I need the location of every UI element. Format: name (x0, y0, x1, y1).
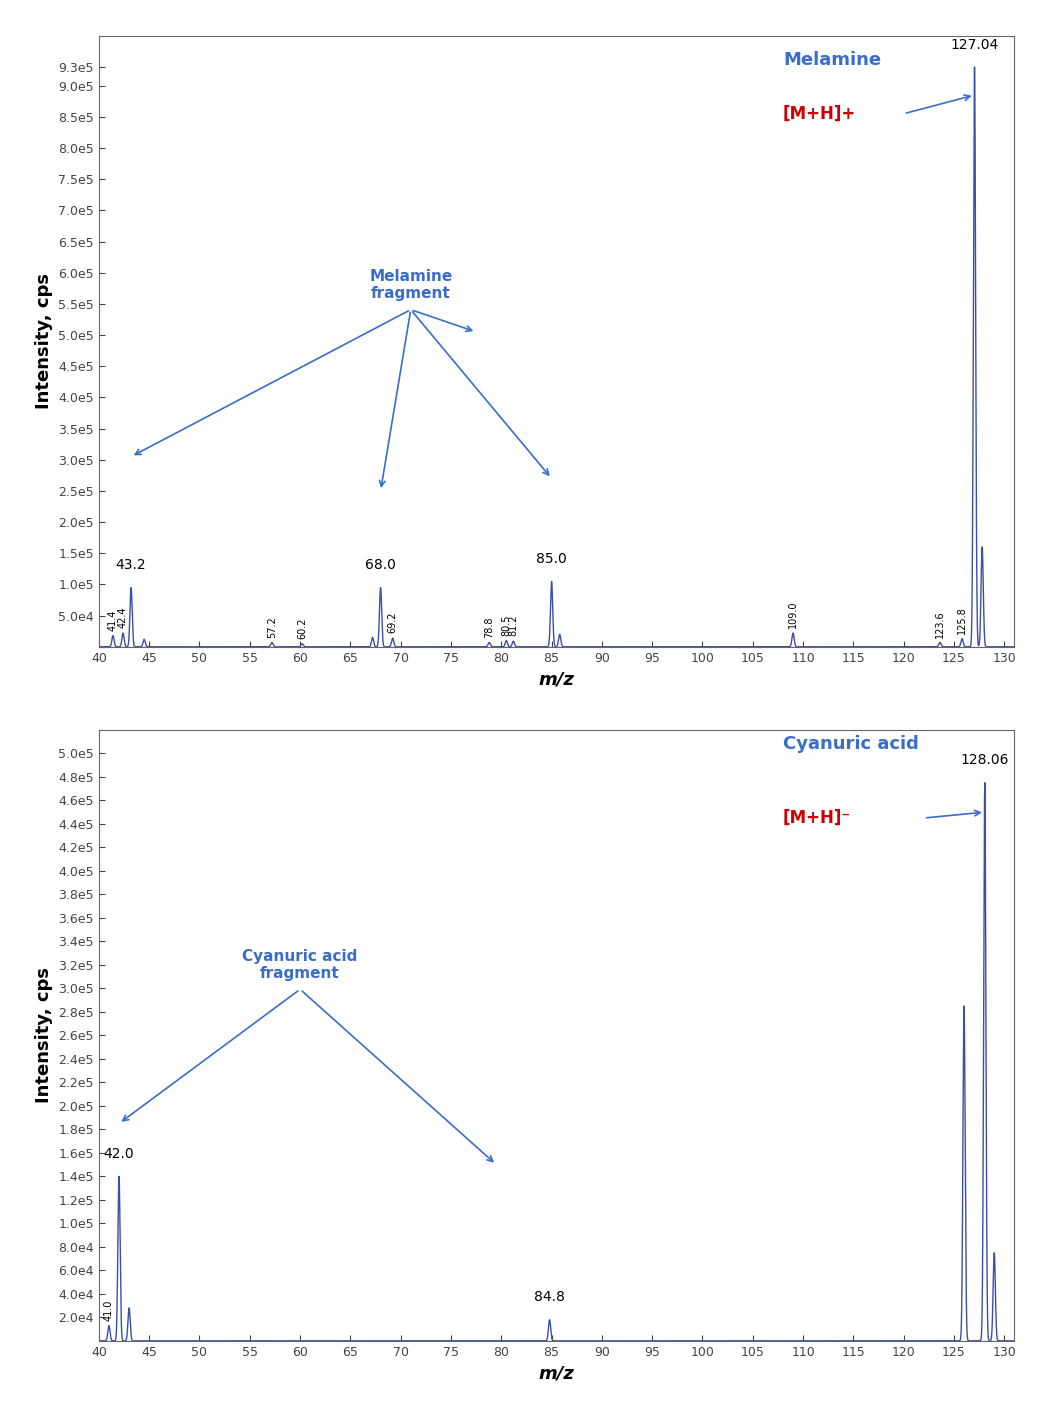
Text: 123.6: 123.6 (935, 609, 945, 638)
Text: 78.8: 78.8 (484, 616, 494, 638)
Text: 125.8: 125.8 (957, 606, 967, 633)
X-axis label: m/z: m/z (539, 1365, 574, 1382)
Text: 128.06: 128.06 (960, 754, 1009, 768)
Text: [M+H]+: [M+H]+ (783, 105, 856, 123)
Text: 80.5: 80.5 (502, 614, 511, 636)
Text: 69.2: 69.2 (387, 612, 398, 633)
Text: 85.0: 85.0 (537, 553, 567, 565)
Text: 42.4: 42.4 (118, 606, 128, 628)
Text: 41.4: 41.4 (108, 609, 118, 631)
Text: Cyanuric acid: Cyanuric acid (783, 735, 918, 752)
Text: 43.2: 43.2 (116, 558, 146, 572)
Text: 42.0: 42.0 (104, 1148, 135, 1161)
Text: 127.04: 127.04 (950, 38, 998, 51)
Text: 41.0: 41.0 (104, 1299, 114, 1321)
Text: [M+H]⁻: [M+H]⁻ (783, 809, 851, 828)
Text: Melamine
fragment: Melamine fragment (369, 269, 452, 302)
Text: Cyanuric acid
fragment: Cyanuric acid fragment (242, 948, 358, 981)
Text: 81.2: 81.2 (508, 615, 519, 636)
Text: 60.2: 60.2 (297, 618, 307, 639)
Text: Melamine: Melamine (783, 51, 882, 68)
X-axis label: m/z: m/z (539, 670, 574, 689)
Y-axis label: Intensity, cps: Intensity, cps (35, 273, 53, 410)
Text: 84.8: 84.8 (534, 1291, 565, 1305)
Text: 68.0: 68.0 (365, 558, 396, 572)
Y-axis label: Intensity, cps: Intensity, cps (35, 968, 53, 1104)
Text: 57.2: 57.2 (267, 616, 277, 638)
Text: 109.0: 109.0 (788, 601, 798, 628)
